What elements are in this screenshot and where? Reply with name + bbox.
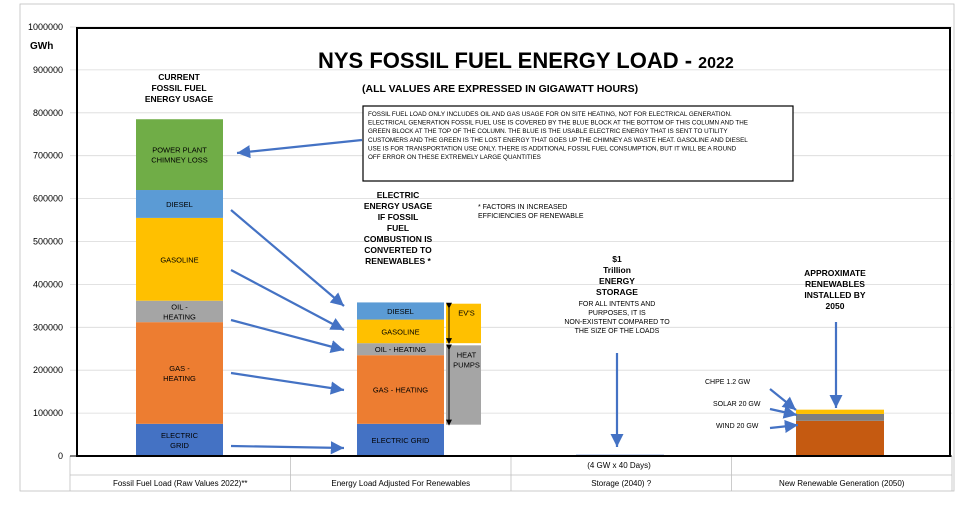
chart-title: NYS FOSSIL FUEL ENERGY LOAD - 2022 xyxy=(318,48,734,73)
y-tick-label: 400000 xyxy=(33,279,63,289)
storage-title: $1 Trillion ENERGY STORAGE xyxy=(596,254,638,297)
bar-segment xyxy=(796,413,884,421)
y-tick-label: 0 xyxy=(58,451,63,461)
category-label: Fossil Fuel Load (Raw Values 2022)** xyxy=(113,479,248,488)
bar-segment-label: GASOLINE xyxy=(381,327,419,336)
bar-segment-label: OIL -HEATING xyxy=(163,302,196,321)
current-usage-label: CURRENT FOSSIL FUEL ENERGY USAGE xyxy=(145,72,214,104)
bar-segment xyxy=(796,409,884,414)
category-label: Storage (2040) ? xyxy=(591,479,652,488)
y-tick-label: 500000 xyxy=(33,237,63,247)
bar-segment-label: DIESEL xyxy=(166,200,193,209)
bar-segment-label: GAS -HEATING xyxy=(163,364,196,383)
y-tick-label: 1000000 xyxy=(28,22,63,32)
note-box xyxy=(362,105,794,182)
bar-segment xyxy=(136,119,223,191)
wind-label: WIND 20 GW xyxy=(716,423,759,430)
bar-segment-label: DIESEL xyxy=(387,307,414,316)
y-axis: 0 100000 200000 300000 400000 500000 600000 700… xyxy=(28,22,63,461)
bar-segment-label: ELECTRIC GRID xyxy=(372,436,431,445)
bar-segment xyxy=(357,302,444,320)
bars: ELECTRIC GRID GAS -HEATING OIL -HEATING GASO… xyxy=(136,119,884,456)
bar-segment-label: GASOLINE xyxy=(160,255,198,264)
grouping-box-label: EV'S xyxy=(458,309,474,318)
y-tick-label: 800000 xyxy=(33,108,63,118)
chart-frame xyxy=(19,3,955,492)
annotations: EV'S HEAT PUMPS NYS FOSSIL FUEL ENERGY LOAD… xyxy=(76,27,951,470)
annotation-arrow xyxy=(230,318,345,353)
y-tick-label: 300000 xyxy=(33,322,63,332)
grouping-box-label: HEAT PUMPS xyxy=(453,350,480,369)
solar-label: SOLAR 20 GW xyxy=(713,401,761,408)
bar-segment xyxy=(136,217,223,301)
y-tick-label: 600000 xyxy=(33,194,63,204)
chart-subtitle: (ALL VALUES ARE EXPRESSED IN GIGAWATT HO… xyxy=(362,83,638,95)
y-tick-label: 100000 xyxy=(33,408,63,418)
annotation-arrow xyxy=(769,405,798,419)
x-axis: Fossil Fuel Load (Raw Values 2022)** Ener… xyxy=(69,456,953,491)
bar-segment xyxy=(796,420,884,456)
annotation-arrow xyxy=(236,138,363,159)
annotation-arrow xyxy=(769,419,799,433)
bar-segment xyxy=(357,423,444,456)
bar-segment xyxy=(136,300,223,323)
annotation-arrow xyxy=(230,209,345,307)
renewables-title: APPROXIMATE RENEWABLES INSTALLED BY 2050 xyxy=(804,268,866,311)
note-box-text: FOSSIL FUEL LOAD ONLY INCLUDES OIL AND G… xyxy=(368,111,748,161)
storage-note: FOR ALL INTENTS AND PURPOSES, IT IS NON-EX… xyxy=(564,301,670,335)
bar-segment xyxy=(357,355,444,424)
bar-segment-label: GAS - HEATING xyxy=(373,386,428,395)
electric-usage-label: ELECTRIC ENERGY USAGE IF FOSSIL FUEL COMBUST… xyxy=(364,190,433,266)
annotation-arrow xyxy=(230,441,345,455)
bar-segment xyxy=(136,322,223,424)
bar-segment xyxy=(136,423,223,456)
annotation-arrow xyxy=(230,269,345,331)
y-tick-label: 200000 xyxy=(33,365,63,375)
factors-note: * FACTORS IN INCREASED EFFICIENCIES OF RE… xyxy=(478,204,584,220)
category-label: New Renewable Generation (2050) xyxy=(779,479,905,488)
chpe-label: CHPE 1.2 GW xyxy=(705,379,751,386)
bar-segment-label: OIL - HEATING xyxy=(375,345,426,354)
category-label: Energy Load Adjusted For Renewables xyxy=(331,479,470,488)
storage-subtitle: (4 GW x 40 Days) xyxy=(587,461,651,470)
y-tick-label: 700000 xyxy=(33,151,63,161)
bar-segment-label: ELECTRIC GRID xyxy=(161,431,199,450)
bar-segment xyxy=(357,319,444,344)
chart-title-year: 2022 xyxy=(698,55,734,72)
y-axis-label: GWh xyxy=(30,41,53,52)
bar-segment xyxy=(136,190,223,218)
bar-segment xyxy=(357,343,444,356)
annotation-arrow xyxy=(230,371,345,395)
y-tick-label: 900000 xyxy=(33,65,63,75)
bar-segment-label: POWER PLANT CHIMNEY LOSS xyxy=(151,146,208,165)
annotation-arrow xyxy=(769,388,797,411)
